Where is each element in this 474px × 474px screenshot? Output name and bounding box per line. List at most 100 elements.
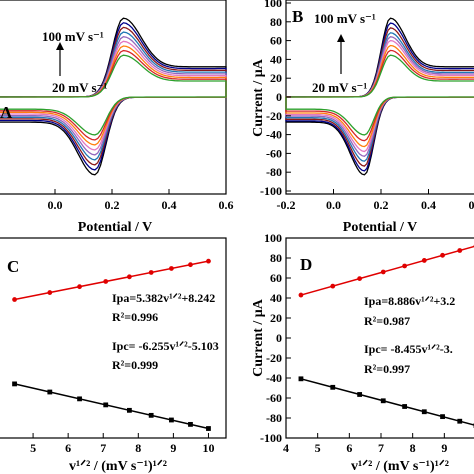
y-tick-label: -60	[266, 146, 282, 160]
x-tick-label: -0.2	[277, 198, 296, 212]
y-tick-label: 20	[270, 71, 282, 85]
panel-b: -0.2 0.0 0.2 0.4 0.6 -100 -80 -60 -40 -20 0 20 40 60…	[251, 0, 474, 235]
panel-a-x-ticks: 0.0 0.2 0.4 0.6	[48, 189, 234, 212]
panel-d-r2-ipc: R²=0.997	[364, 362, 410, 376]
ipc-point	[169, 417, 174, 423]
y-tick-label: 40	[270, 52, 282, 66]
panel-a-annotation-top: 100 mV s⁻¹	[42, 29, 104, 44]
x-tick-label: 0.2	[105, 198, 120, 212]
ipa-point	[12, 297, 17, 302]
panel-c-r2-ipc: R²=0.999	[112, 358, 158, 372]
x-tick-label: 9	[170, 441, 176, 455]
x-tick-label: 5	[315, 441, 321, 455]
y-tick-label: -80	[266, 411, 282, 425]
y-tick-label: 100	[264, 231, 282, 245]
y-tick-label: -40	[266, 128, 282, 142]
panel-d-letter: D	[300, 255, 312, 274]
panel-c: 5 6 7 8 9 10 C Ipa=5.382v¹ᐟ²+8.242 R²=0.996 I…	[0, 237, 227, 474]
x-tick-label: 5	[30, 441, 36, 455]
panel-d-x-ticks: 4 5 6 7 8 9	[283, 433, 447, 455]
panel-d-r2-ipa: R²=0.987	[364, 314, 410, 328]
panel-c-plot	[12, 258, 211, 431]
y-tick-label: -40	[266, 371, 282, 385]
ipc-point	[47, 389, 53, 395]
x-tick-label: 6	[346, 441, 352, 455]
x-tick-label: 0.4	[162, 198, 177, 212]
y-tick-label: -100	[260, 431, 282, 445]
cv-curve-20mvs	[285, 54, 474, 136]
ipa-point	[77, 284, 82, 290]
ipc-point	[357, 392, 363, 397]
y-tick-label: 80	[270, 15, 282, 29]
ipc-point	[206, 426, 211, 431]
panel-c-frame	[0, 237, 227, 439]
x-tick-label: 6	[65, 441, 71, 455]
y-tick-label: 80	[270, 251, 282, 265]
ipa-point	[206, 258, 211, 264]
y-tick-label: -20	[266, 351, 282, 365]
x-tick-label: 0.0	[326, 198, 341, 212]
ipa-fit-line	[14, 260, 209, 301]
panel-c-eq-ipc: Ipc= -6.255v¹ᐟ²-5.103	[112, 339, 219, 353]
y-tick-label: 100	[264, 0, 282, 10]
ipa-point	[103, 279, 109, 284]
panel-d-eq-ipc: Ipc= -8.455v¹ᐟ²-3.	[364, 342, 453, 356]
panel-b-arrow-head	[337, 34, 345, 42]
ipc-point	[103, 402, 109, 408]
ipc-point	[330, 384, 336, 390]
panel-b-y-ticks: -100 -80 -60 -40 -20 0 20 40 60 80 100	[260, 0, 291, 198]
y-tick-label: 40	[270, 291, 282, 305]
ipc-point	[380, 398, 386, 404]
ipa-point	[357, 276, 363, 281]
y-tick-label: 60	[270, 34, 282, 48]
panel-a: 0.0 0.2 0.4 0.6 A 100 mV s⁻¹ 20 mV s⁻¹ Pote…	[0, 0, 234, 235]
panel-d-eq-ipa: Ipa=8.886v¹ᐟ²+3.2	[364, 294, 455, 308]
x-tick-label: 7	[378, 441, 384, 455]
ipa-point	[380, 269, 386, 275]
panel-d-plot	[298, 244, 474, 428]
panel-b-annotation-bottom: 20 mV s⁻¹	[312, 80, 367, 95]
panel-d-x-label: v¹ᐟ² / (mV s⁻¹)¹ᐟ²	[351, 459, 449, 474]
x-tick-label: 0.6	[219, 198, 234, 212]
ipa-point	[148, 270, 154, 275]
y-tick-label: -20	[266, 109, 282, 123]
x-tick-label: 10	[202, 441, 214, 455]
y-tick-label: 0	[276, 90, 282, 104]
ipa-point	[188, 262, 193, 268]
panel-b-x-ticks: -0.2 0.0 0.2 0.4 0.6	[277, 189, 474, 212]
panel-c-x-ticks: 5 6 7 8 9 10	[30, 433, 214, 455]
panel-b-annotation-top: 100 mV s⁻¹	[314, 11, 376, 26]
ipc-point	[421, 409, 427, 415]
x-tick-label: 0.0	[48, 198, 63, 212]
y-tick-label: -60	[266, 391, 282, 405]
panel-d: 4 5 6 7 8 9 -100 -80 -60 -40 -20 0 20 40 60 80 100 D Ip…	[251, 231, 474, 474]
ipa-fit-line	[300, 245, 474, 296]
panel-c-r2-ipa: R²=0.996	[112, 310, 158, 324]
panel-b-y-label: Current / μA	[251, 58, 266, 137]
x-tick-label: 0.2	[374, 198, 389, 212]
y-tick-label: -100	[260, 184, 282, 198]
panel-b-cv-curves	[285, 17, 474, 176]
panel-a-x-label: Potential / V	[78, 220, 152, 235]
ipc-fit-line	[14, 383, 209, 430]
y-tick-label: 20	[270, 311, 282, 325]
panel-a-arrow-head	[56, 42, 64, 50]
x-tick-label: 0.4	[421, 198, 436, 212]
x-tick-label: 8	[410, 441, 416, 455]
ipa-point	[169, 266, 174, 271]
panel-c-eq-ipa: Ipa=5.382v¹ᐟ²+8.242	[112, 291, 215, 305]
cv-curve-20mvs	[0, 54, 227, 136]
ipa-point	[47, 290, 53, 295]
ipc-fit-line	[300, 378, 474, 426]
ipc-point	[148, 412, 154, 418]
ipa-point	[330, 283, 336, 289]
ipa-point	[457, 248, 463, 253]
ipc-point	[440, 414, 445, 420]
ipc-point	[402, 404, 408, 409]
ipa-point	[440, 252, 445, 258]
y-tick-label: 60	[270, 271, 282, 285]
x-tick-label: 4	[283, 441, 289, 455]
ipc-point	[298, 376, 304, 382]
panel-a-annotation-bottom: 20 mV s⁻¹	[52, 80, 107, 95]
